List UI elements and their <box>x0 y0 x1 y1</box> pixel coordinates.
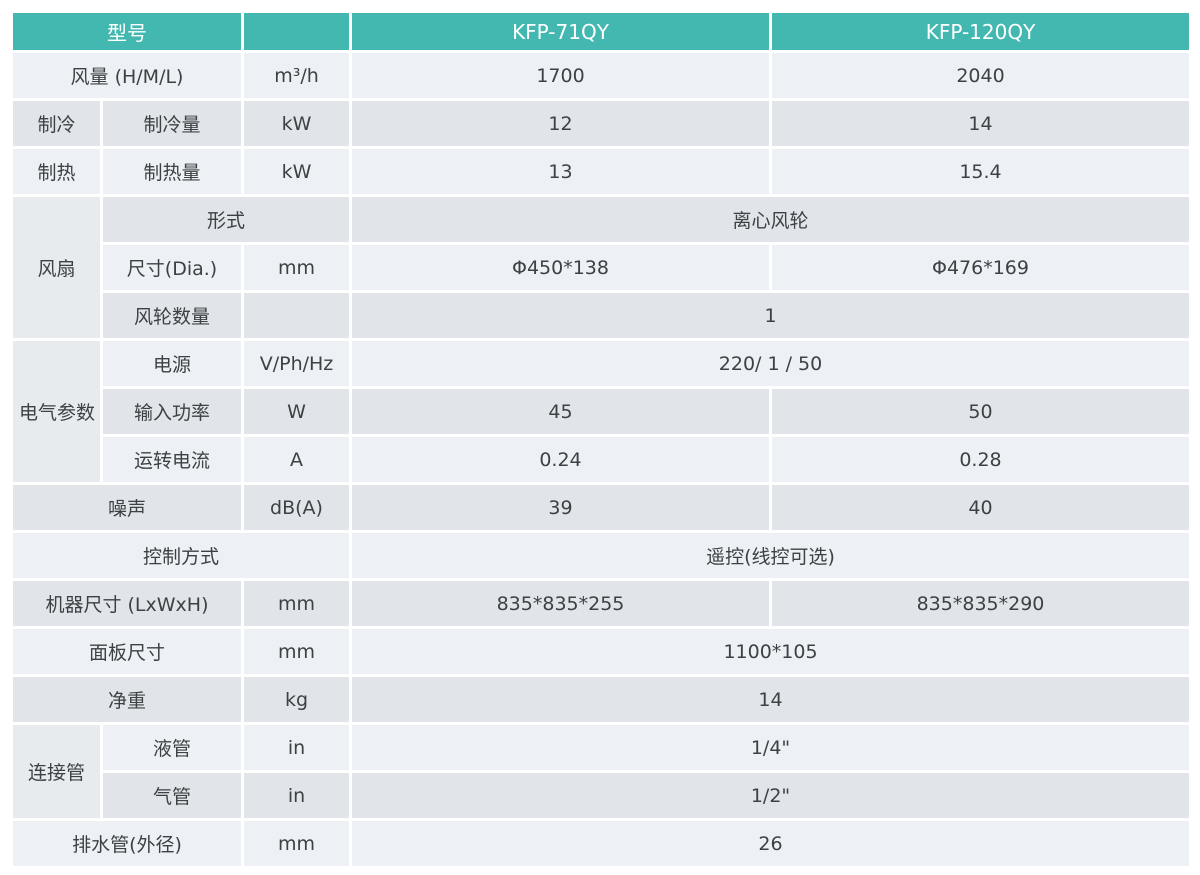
row-value: 1700 <box>352 53 769 98</box>
row-label: 制热量 <box>103 149 241 194</box>
row-label: 输入功率 <box>103 389 241 434</box>
row-value: 14 <box>772 101 1189 146</box>
table-row: 排水管(外径) mm 26 <box>13 821 1189 866</box>
row-label: 噪声 <box>13 485 241 530</box>
row-value: 835*835*255 <box>352 581 769 626</box>
row-unit: dB(A) <box>244 485 349 530</box>
row-unit: W <box>244 389 349 434</box>
row-label: 机器尺寸 (LxWxH) <box>13 581 241 626</box>
header-unit-spacer <box>244 13 349 50</box>
table-row: 运转电流 A 0.24 0.28 <box>13 437 1189 482</box>
row-unit <box>244 293 349 338</box>
row-unit: kW <box>244 149 349 194</box>
row-group-label: 连接管 <box>13 725 100 818</box>
row-label: 排水管(外径) <box>13 821 241 866</box>
row-value: 835*835*290 <box>772 581 1189 626</box>
row-value: 50 <box>772 389 1189 434</box>
row-label: 净重 <box>13 677 241 722</box>
spec-table: 型号 KFP-71QY KFP-120QY 风量 (H/M/L) m³/h 17… <box>10 10 1192 869</box>
row-label: 制冷量 <box>103 101 241 146</box>
row-unit: mm <box>244 581 349 626</box>
row-value: 0.28 <box>772 437 1189 482</box>
table-row: 风轮数量 1 <box>13 293 1189 338</box>
table-row: 制热 制热量 kW 13 15.4 <box>13 149 1189 194</box>
row-label: 形式 <box>103 197 349 242</box>
row-unit: in <box>244 725 349 770</box>
row-label: 风量 (H/M/L) <box>13 53 241 98</box>
row-value: 1 <box>352 293 1189 338</box>
table-row: 风量 (H/M/L) m³/h 1700 2040 <box>13 53 1189 98</box>
row-group-label: 制冷 <box>13 101 100 146</box>
row-unit: mm <box>244 821 349 866</box>
row-group-label: 制热 <box>13 149 100 194</box>
row-value: 离心风轮 <box>352 197 1189 242</box>
row-group-label: 电气参数 <box>13 341 100 482</box>
row-value: 2040 <box>772 53 1189 98</box>
header-model-2: KFP-120QY <box>772 13 1189 50</box>
row-value: 遥控(线控可选) <box>352 533 1189 578</box>
row-value: Φ450*138 <box>352 245 769 290</box>
row-value: 220/ 1 / 50 <box>352 341 1189 386</box>
row-value: 14 <box>352 677 1189 722</box>
table-row: 电气参数 电源 V/Ph/Hz 220/ 1 / 50 <box>13 341 1189 482</box>
row-label: 控制方式 <box>13 533 349 578</box>
row-label: 液管 <box>103 725 241 770</box>
table-row: 气管 in 1/2" <box>13 773 1189 818</box>
table-row: 尺寸(Dia.) mm Φ450*138 Φ476*169 <box>13 245 1189 290</box>
row-label: 风轮数量 <box>103 293 241 338</box>
row-unit: m³/h <box>244 53 349 98</box>
row-value: 26 <box>352 821 1189 866</box>
table-row: 制冷 制冷量 kW 12 14 <box>13 101 1189 146</box>
table-row: 输入功率 W 45 50 <box>13 389 1189 434</box>
header-model-label: 型号 <box>13 13 241 50</box>
row-value: 39 <box>352 485 769 530</box>
row-label: 尺寸(Dia.) <box>103 245 241 290</box>
row-group-label: 风扇 <box>13 197 100 338</box>
table-row: 净重 kg 14 <box>13 677 1189 722</box>
row-label: 电源 <box>103 341 241 386</box>
row-label: 气管 <box>103 773 241 818</box>
row-value: 12 <box>352 101 769 146</box>
row-value: 1100*105 <box>352 629 1189 674</box>
table-row: 机器尺寸 (LxWxH) mm 835*835*255 835*835*290 <box>13 581 1189 626</box>
row-unit: mm <box>244 629 349 674</box>
header-model-1: KFP-71QY <box>352 13 769 50</box>
row-value: Φ476*169 <box>772 245 1189 290</box>
table-row: 面板尺寸 mm 1100*105 <box>13 629 1189 674</box>
row-label: 运转电流 <box>103 437 241 482</box>
table-row: 控制方式 遥控(线控可选) <box>13 533 1189 578</box>
table-row: 风扇 形式 离心风轮 <box>13 197 1189 338</box>
row-unit: in <box>244 773 349 818</box>
row-value: 1/2" <box>352 773 1189 818</box>
row-unit: kg <box>244 677 349 722</box>
row-value: 40 <box>772 485 1189 530</box>
row-value: 15.4 <box>772 149 1189 194</box>
row-unit: mm <box>244 245 349 290</box>
row-unit: A <box>244 437 349 482</box>
row-unit: kW <box>244 101 349 146</box>
table-row: 连接管 液管 in 1/4" <box>13 725 1189 818</box>
row-value: 0.24 <box>352 437 769 482</box>
row-value: 13 <box>352 149 769 194</box>
row-value: 1/4" <box>352 725 1189 770</box>
row-value: 45 <box>352 389 769 434</box>
row-label: 面板尺寸 <box>13 629 241 674</box>
table-row: 噪声 dB(A) 39 40 <box>13 485 1189 530</box>
table-header-row: 型号 KFP-71QY KFP-120QY <box>13 13 1189 50</box>
row-unit: V/Ph/Hz <box>244 341 349 386</box>
